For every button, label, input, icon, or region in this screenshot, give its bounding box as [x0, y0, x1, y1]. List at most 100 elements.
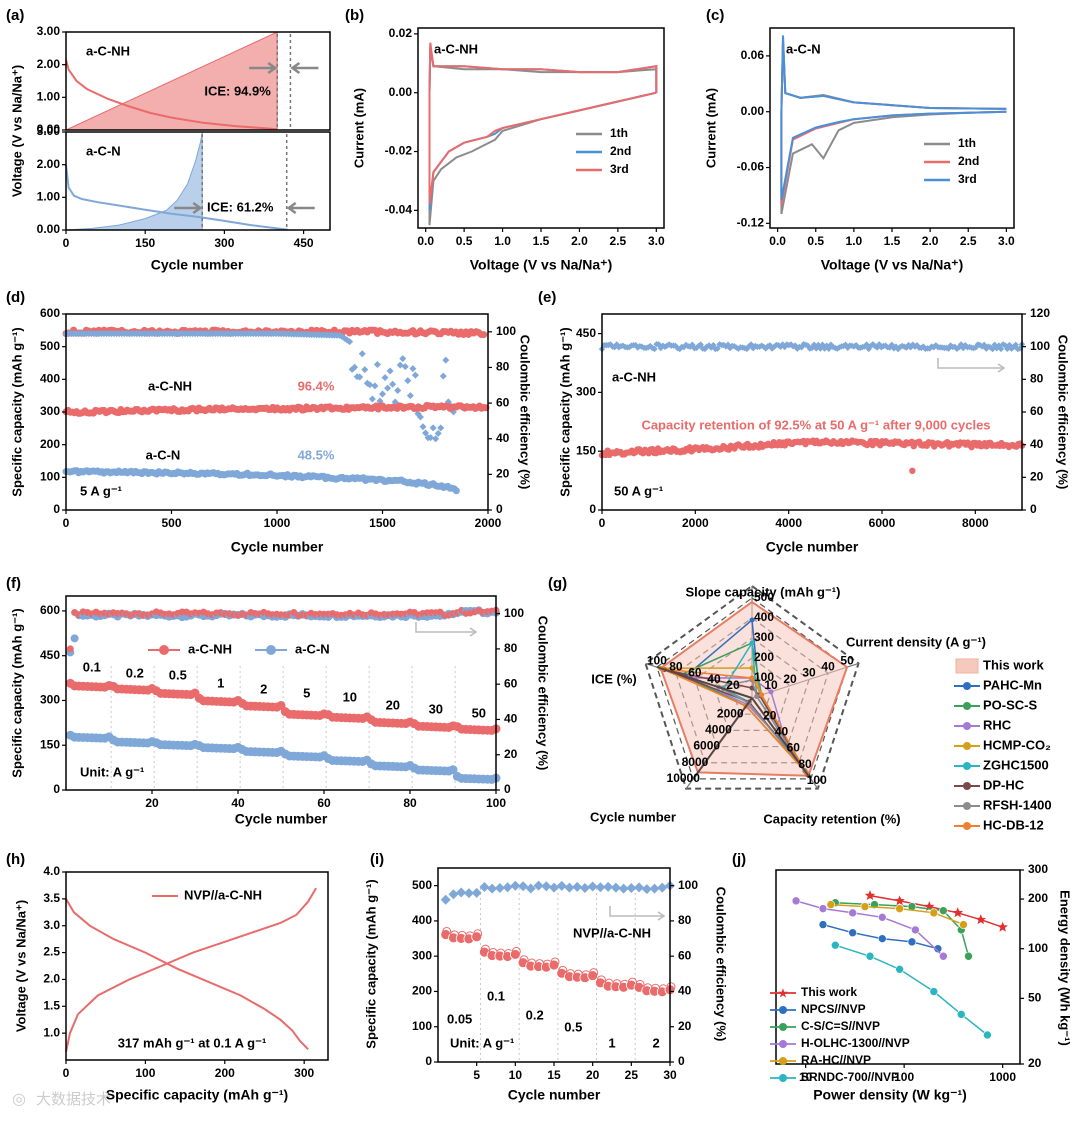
legend-label: This work [983, 657, 1044, 672]
capacity-label: 317 mAh g⁻¹ at 0.1 A g⁻¹ [118, 1035, 267, 1050]
y-tick-label: 0 [425, 1054, 432, 1068]
plot-frame [769, 27, 1015, 229]
x-tick-label: 4000 [775, 516, 802, 530]
legend-label: NVP//a-C-NH [184, 887, 262, 902]
retention-label: 96.4% [298, 378, 335, 393]
ce-point [657, 882, 668, 893]
panel-label: (a) [6, 7, 24, 24]
radar-point [749, 665, 755, 671]
radar-tick-label: 2000 [717, 706, 744, 720]
y-tick-label: 0.06 [741, 48, 765, 62]
ce-point [356, 373, 364, 381]
ce-point [564, 882, 575, 893]
y-tick-label: 20 [496, 467, 510, 481]
arrow-icon [174, 201, 203, 215]
x-tick-label: 30 [663, 1068, 677, 1082]
y-tick-label: 3.0 [43, 918, 60, 932]
x-tick-label: 150 [135, 236, 155, 250]
ce-point [997, 345, 1005, 353]
data-point [929, 908, 939, 918]
cv-anodic-3rd [428, 42, 658, 205]
rate-label: 0.5 [169, 667, 187, 682]
rate-label: 50 A g⁻¹ [614, 483, 663, 498]
y-tick-label: 100 [504, 606, 524, 620]
star-icon: ★ [777, 985, 789, 1000]
x-tick-label: 1500 [369, 516, 396, 530]
y-tick-label: 0.02 [389, 26, 413, 40]
ce-point [823, 342, 830, 349]
x-tick-label: 25 [625, 1068, 639, 1082]
x-tick-label: 1.5 [533, 234, 550, 248]
series-label: NVP//a-C-NH [573, 925, 651, 940]
series-label: a-C-NH [612, 369, 656, 384]
ce-point [422, 429, 430, 437]
ce-point [918, 344, 925, 352]
star-point [975, 914, 986, 925]
plot-frame [65, 595, 497, 791]
y-tick-label: 300 [40, 404, 60, 418]
rate-label: 50 [472, 705, 486, 720]
radar-axis-title: ICE (%) [591, 671, 637, 686]
y-tick-label: 600 [40, 306, 60, 320]
unit-label: Unit: A g⁻¹ [80, 764, 144, 779]
x-tick-label: 0 [63, 1066, 70, 1080]
x-tick-label: 0 [63, 516, 70, 530]
legend-label: ZGHC1500 [983, 757, 1049, 772]
y-tick-label: 100 [678, 878, 698, 892]
y-tick-label: 80 [504, 641, 518, 655]
ce-point [429, 424, 437, 432]
plot-frame [775, 869, 1021, 1065]
radar-tick-label: 200 [754, 650, 774, 664]
ce-point [907, 344, 914, 351]
y-tick-label: 0 [1030, 502, 1037, 516]
voltage-curve [65, 887, 317, 1053]
y-tick-label: 100 [1028, 941, 1048, 955]
data-point [791, 896, 801, 906]
arrow-icon [609, 906, 666, 921]
x-tick-label: 450 [294, 236, 314, 250]
panel-label: (c) [706, 7, 724, 24]
ce-point [649, 883, 660, 894]
ce-point [804, 342, 811, 349]
ce-point [409, 365, 417, 373]
radar-axis-title: Capacity retention (%) [763, 811, 900, 826]
ce-point [695, 342, 702, 350]
x-tick-label: 10 [509, 1068, 523, 1082]
y-tick-label: 450 [576, 326, 596, 340]
arrow-icon [249, 61, 278, 75]
y-tick-label: 0 [53, 782, 60, 796]
y2-axis-title: Coulombic efficiency (%) [536, 616, 551, 771]
ce-point [760, 343, 767, 351]
legend-label: a-C-N [295, 641, 330, 656]
rate-label: 0.2 [126, 665, 144, 680]
ce-point [810, 341, 818, 348]
radar-tick-label: 6000 [693, 739, 720, 753]
y-tick-label: 1.00 [37, 190, 61, 204]
data-point [848, 908, 857, 918]
x-axis-title: Cycle number [766, 539, 859, 555]
ce-point [634, 344, 641, 351]
ce-point [368, 395, 376, 403]
ce-point [844, 344, 851, 351]
data-point [895, 965, 904, 974]
ce-point [66, 645, 74, 653]
y-tick-label: -0.04 [385, 203, 413, 217]
x-tick-label: 0.0 [769, 234, 786, 248]
series-label: a-C-NH [434, 41, 478, 56]
ice-label: ICE: 61.2% [207, 199, 274, 214]
ce-point [502, 882, 513, 893]
radar-tick-label: 100 [754, 670, 774, 684]
data-point [983, 1030, 992, 1040]
ce-point [396, 361, 404, 369]
legend-marker [779, 1074, 787, 1082]
star-point [924, 901, 935, 911]
ce-point [442, 356, 450, 364]
ce-point [894, 345, 902, 353]
watermark-text: 大数据技术 [36, 1091, 111, 1108]
ce-point [762, 345, 769, 352]
ce-point [865, 345, 872, 353]
series-label: a-C-N [146, 447, 181, 462]
ce-point [842, 341, 849, 348]
ce-point [981, 341, 988, 348]
y-tick-label: 80 [496, 360, 510, 374]
